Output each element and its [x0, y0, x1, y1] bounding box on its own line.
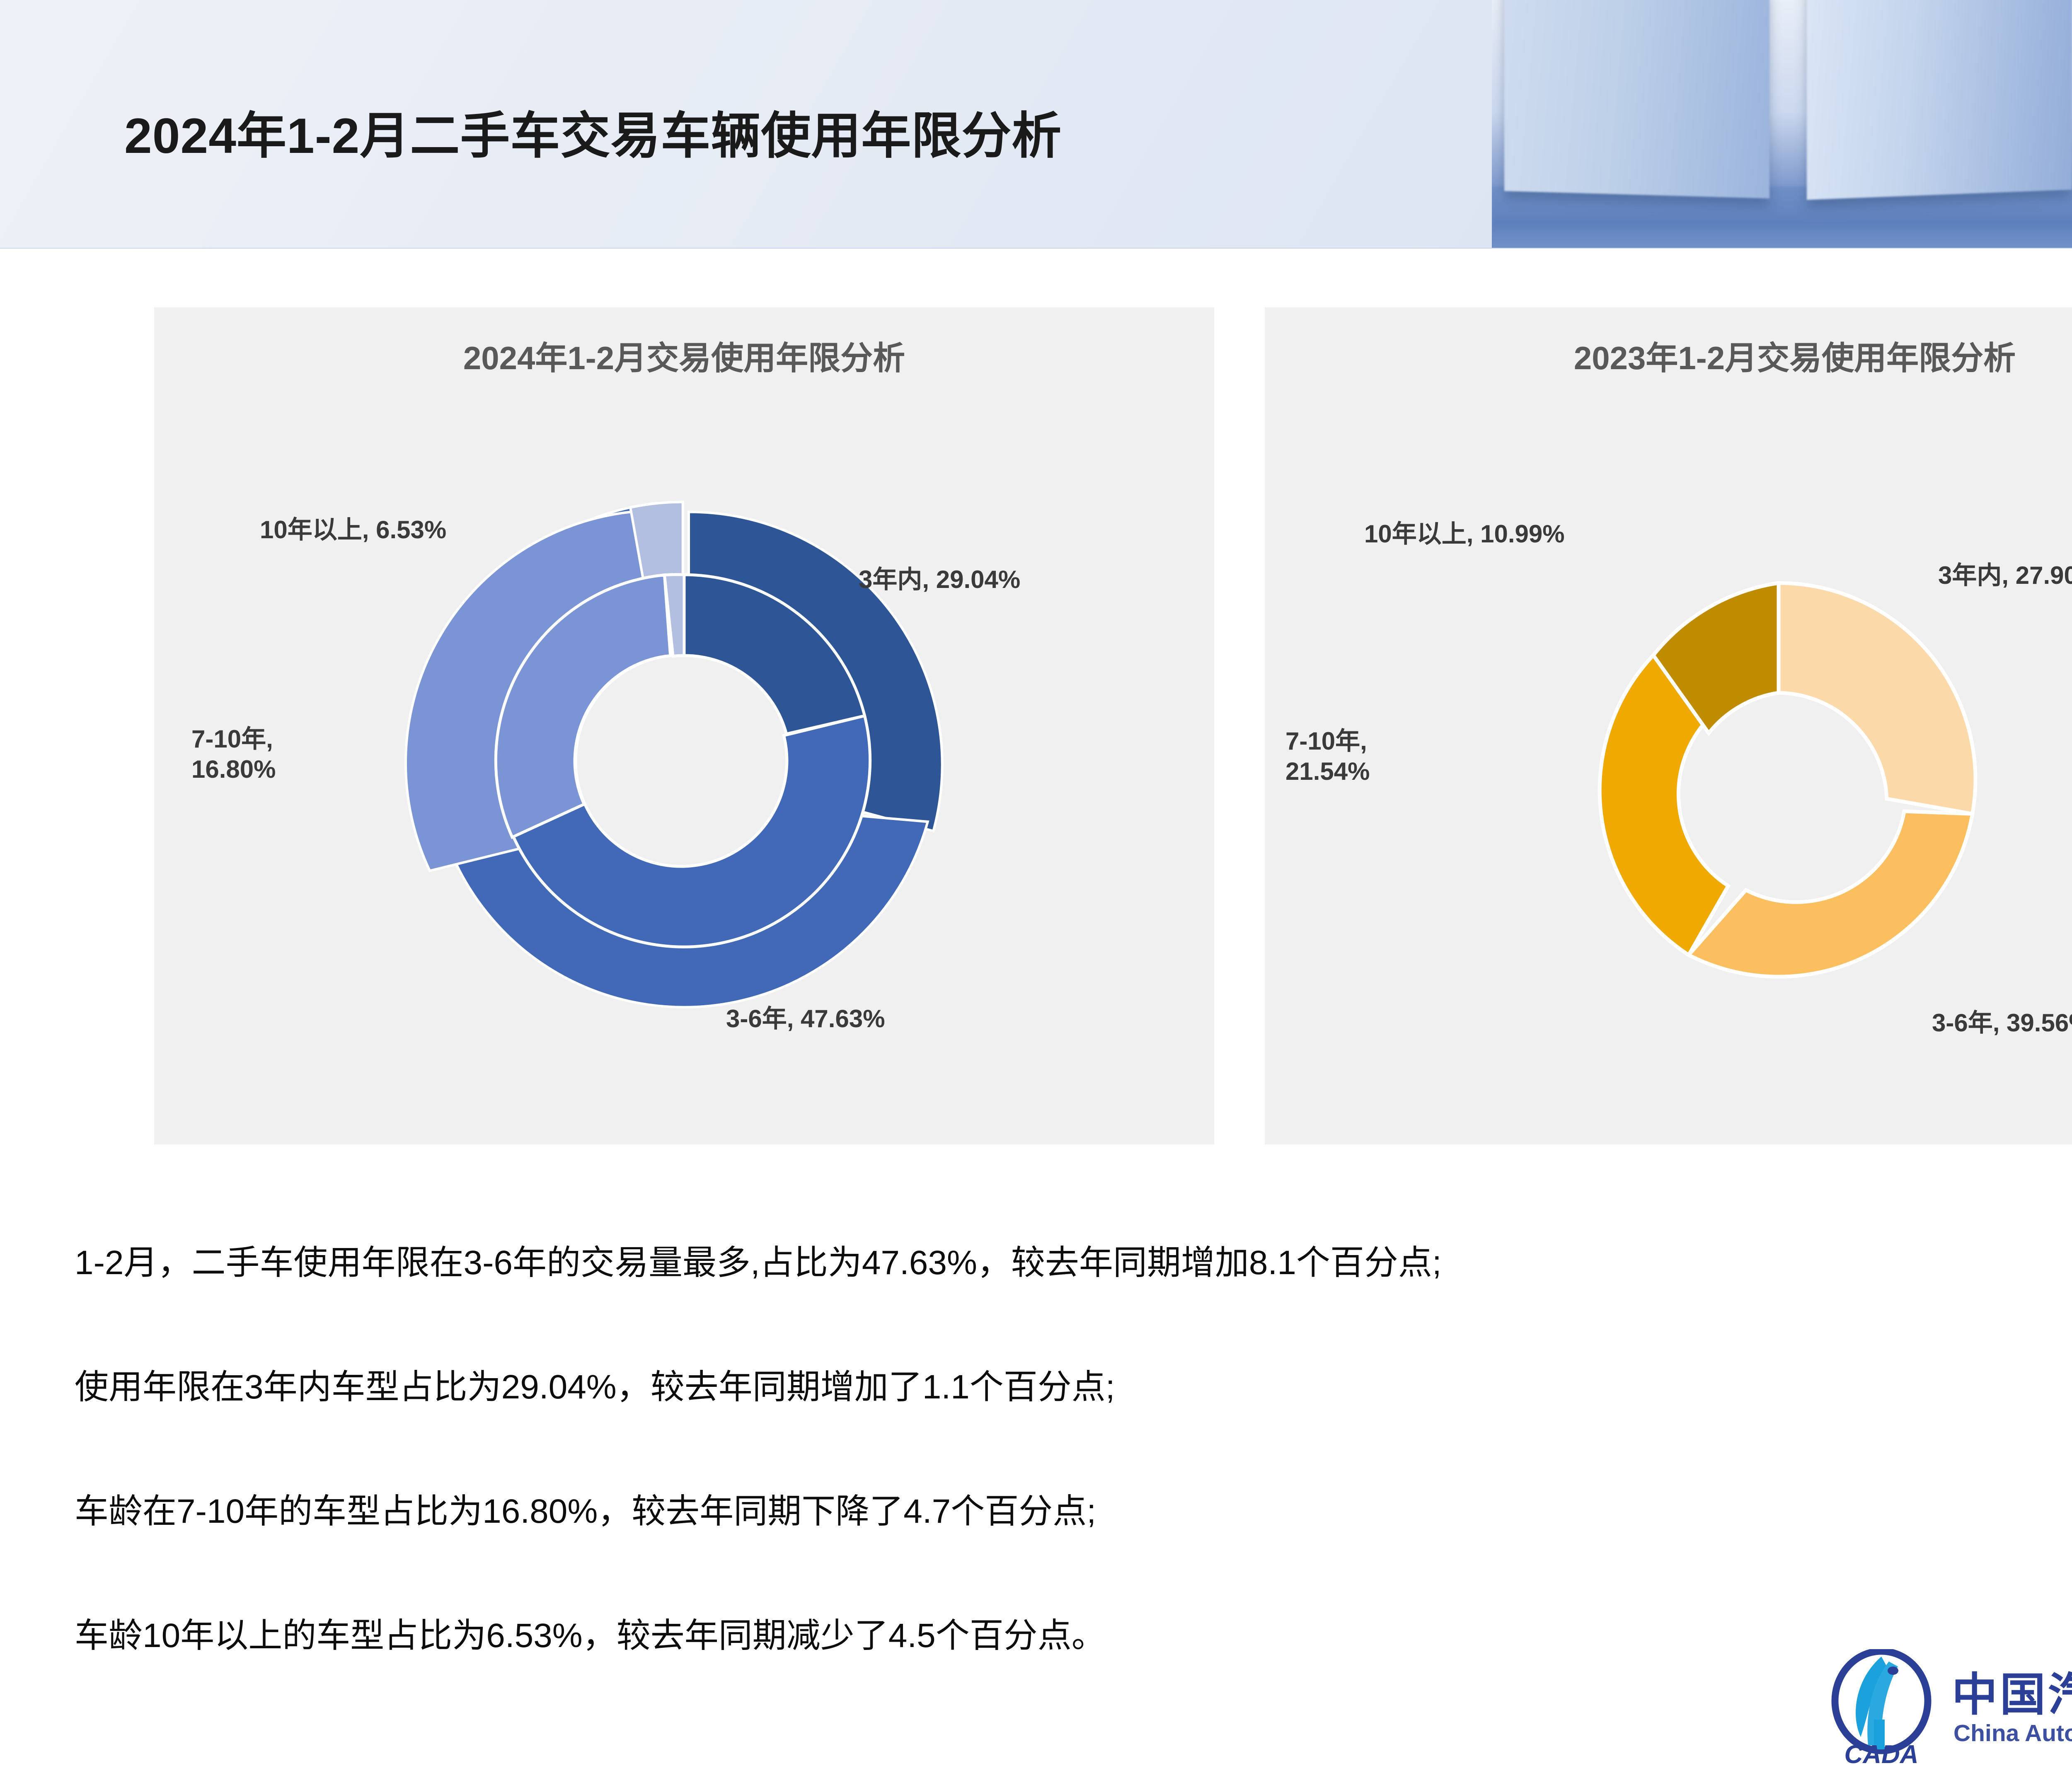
donut-chart-2023 [1265, 307, 2072, 1144]
photo-cube [1504, 0, 1769, 198]
slice-over10-2023[interactable] [1651, 581, 1781, 736]
inner-ring-2024 [494, 573, 872, 948]
label-7to10-2024: 7-10年, 16.80% [191, 725, 276, 784]
bullet-row: 使用年限在3年内车型占比为29.04%，较去年同期增加了1.1个百分点; [75, 1359, 2022, 1483]
photo-cube [1807, 0, 2072, 200]
label-within3-2023: 3年内, 27.90% [1938, 561, 2072, 589]
chart-title-2023: 2023年1-2月交易使用年限分析 [1573, 340, 2016, 376]
bullet-text: 1-2月，二手车使用年限在3-6年的交易量最多,占比为47.63%，较去年同期增… [75, 1244, 1442, 1282]
page-header: 2024年1-2月二手车交易车辆使用年限分析 [0, 0, 2072, 249]
header-decorative-photo [1492, 0, 2072, 249]
donut-2024-svg [404, 501, 944, 1009]
slice-7to10-2023[interactable] [1598, 652, 1731, 958]
header-divider [0, 248, 2072, 249]
bullet-row: 车龄10年以上的车型占比为6.53%，较去年同期减少了4.5个百分点。 [75, 1608, 2022, 1732]
chart-panel-2024: 2024年1-2月交易使用年限分析 [154, 307, 1214, 1144]
summary-bullets: 1-2月，二手车使用年限在3-6年的交易量最多,占比为47.63%，较去年同期增… [75, 1235, 2022, 1732]
slice-within3-2023[interactable] [1777, 581, 1978, 816]
label-7to10-2023: 7-10年, 21.54% [1285, 727, 1370, 786]
page-title: 2024年1-2月二手车交易车辆使用年限分析 [124, 108, 1062, 164]
bullet-text: 使用年限在3年内车型占比为29.04%，较去年同期增加了1.1个百分点; [75, 1368, 1115, 1406]
label-3to6-2024: 3-6年, 47.63% [726, 1005, 885, 1033]
label-over10-2024: 10年以上, 6.53% [260, 516, 447, 544]
bullet-text: 车龄在7-10年的车型占比为16.80%，较去年同期下降了4.7个百分点; [75, 1492, 1097, 1530]
bullet-text: 车龄10年以上的车型占比为6.53%，较去年同期减少了4.5个百分点。 [75, 1617, 1106, 1655]
bullet-row: 车龄在7-10年的车型占比为16.80%，较去年同期下降了4.7个百分点; [75, 1483, 2022, 1608]
slice-3to6-2023[interactable] [1685, 809, 1975, 979]
bullet-row: 1-2月，二手车使用年限在3-6年的交易量最多,占比为47.63%，较去年同期增… [75, 1235, 2022, 1359]
donut-2023-svg [1598, 581, 1978, 979]
chart-title-2024: 2024年1-2月交易使用年限分析 [463, 340, 905, 376]
logo-english-name: China Automobile Dealers Association [1953, 1720, 2072, 1746]
svg-text:CADA: CADA [1844, 1740, 1918, 1769]
chart-panel-2023: 2023年1-2月交易使用年限分析 10年以上, 10.99% 3年内, 27.… [1265, 307, 2072, 1144]
logo-chinese-name: 中国汽车流通协会 [1952, 1669, 2072, 1720]
label-over10-2023: 10年以上, 10.99% [1364, 520, 1565, 548]
donut-chart-2024 [154, 307, 1214, 1144]
label-3to6-2023: 3-6年, 39.56% [1932, 1009, 2072, 1037]
label-within3-2024: 3年内, 29.04% [859, 566, 1021, 593]
cada-emblem-icon: CADA [1831, 1649, 1932, 1769]
photo-floor [1492, 186, 2072, 249]
cada-logo: CADA 中国汽车流通协会 China Automobile Dealers A… [1815, 1641, 2072, 1778]
